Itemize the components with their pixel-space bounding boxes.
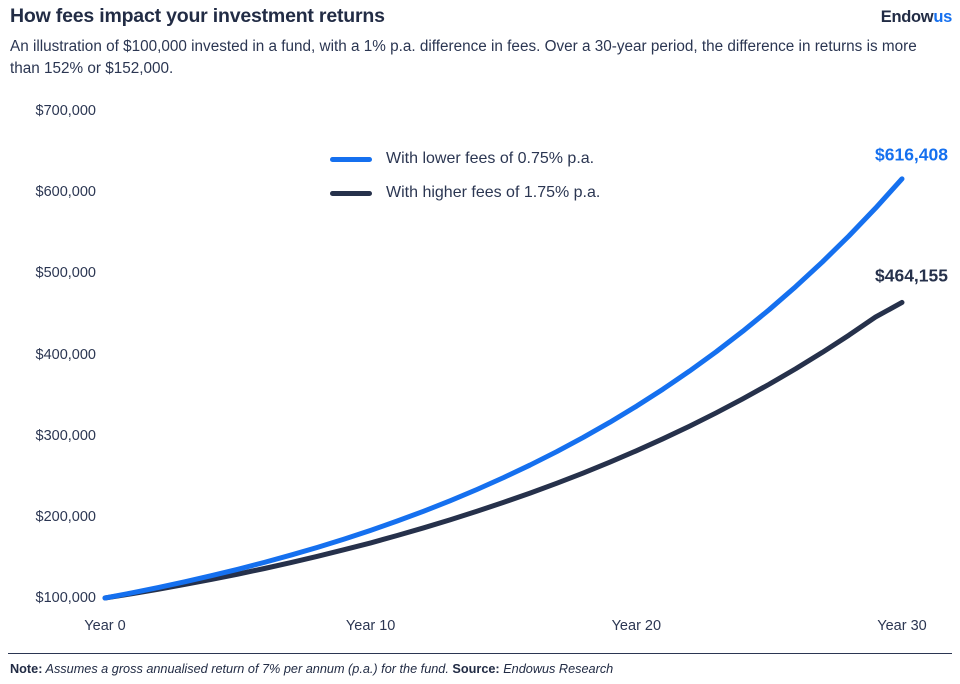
legend-label-lower-fees: With lower fees of 0.75% p.a.	[386, 150, 595, 167]
y-axis-tick-label: $500,000	[35, 265, 96, 282]
y-axis-tick-label: $600,000	[35, 184, 96, 201]
series-line-lower-fees	[102, 176, 905, 601]
x-axis-tick-label: Year 30	[877, 618, 927, 634]
chart-legend: With lower fees of 0.75% p.a. With highe…	[330, 142, 600, 210]
chart-body: $100,000 $200,000 $300,000 $400,000 $500,000…	[0, 90, 960, 650]
legend-label-higher-fees: With higher fees of 1.75% p.a.	[386, 184, 601, 201]
footer-note-text: Assumes a gross annualised return of 7% …	[45, 662, 449, 676]
logo-text-blue: us	[933, 8, 952, 26]
footer-note: Note: Assumes a gross annualised return …	[10, 662, 613, 676]
x-axis-tick-label: Year 20	[611, 618, 662, 634]
x-axis-tick-label: Year 10	[345, 618, 396, 634]
y-axis-tick-label: $700,000	[35, 103, 96, 119]
logo-text-dark: Endow	[880, 8, 934, 26]
legend-item-lower-fees: With lower fees of 0.75% p.a.	[330, 142, 600, 176]
end-value-label-higher-fees: $464,155	[875, 265, 948, 286]
y-axis-tick-label: $300,000	[35, 427, 96, 444]
page-title: How fees impact your investment returns	[10, 5, 385, 27]
footer-source-text: Endowus Research	[503, 662, 614, 676]
legend-item-higher-fees: With higher fees of 1.75% p.a.	[330, 176, 600, 210]
page-subtitle: An illustration of $100,000 invested in …	[10, 38, 917, 77]
y-axis-tick-label: $400,000	[35, 346, 96, 363]
x-axis-tick-label: Year 0	[84, 618, 126, 634]
legend-swatch-higher-fees	[330, 190, 372, 196]
chart-header: How fees impact your investment returns …	[0, 0, 960, 90]
end-value-label-lower-fees: $616,408	[875, 144, 948, 165]
legend-swatch-lower-fees	[330, 156, 372, 162]
footer-source-label: Source:	[452, 662, 500, 676]
footer-divider	[8, 653, 952, 654]
endowus-logo: Endowus	[880, 8, 953, 27]
y-axis-tick-label: $100,000	[35, 590, 96, 606]
y-axis-tick-label: $200,000	[35, 508, 96, 525]
footer-note-label: Note:	[10, 662, 43, 676]
series-line-higher-fees	[102, 299, 905, 601]
line-chart-plot	[102, 176, 905, 601]
